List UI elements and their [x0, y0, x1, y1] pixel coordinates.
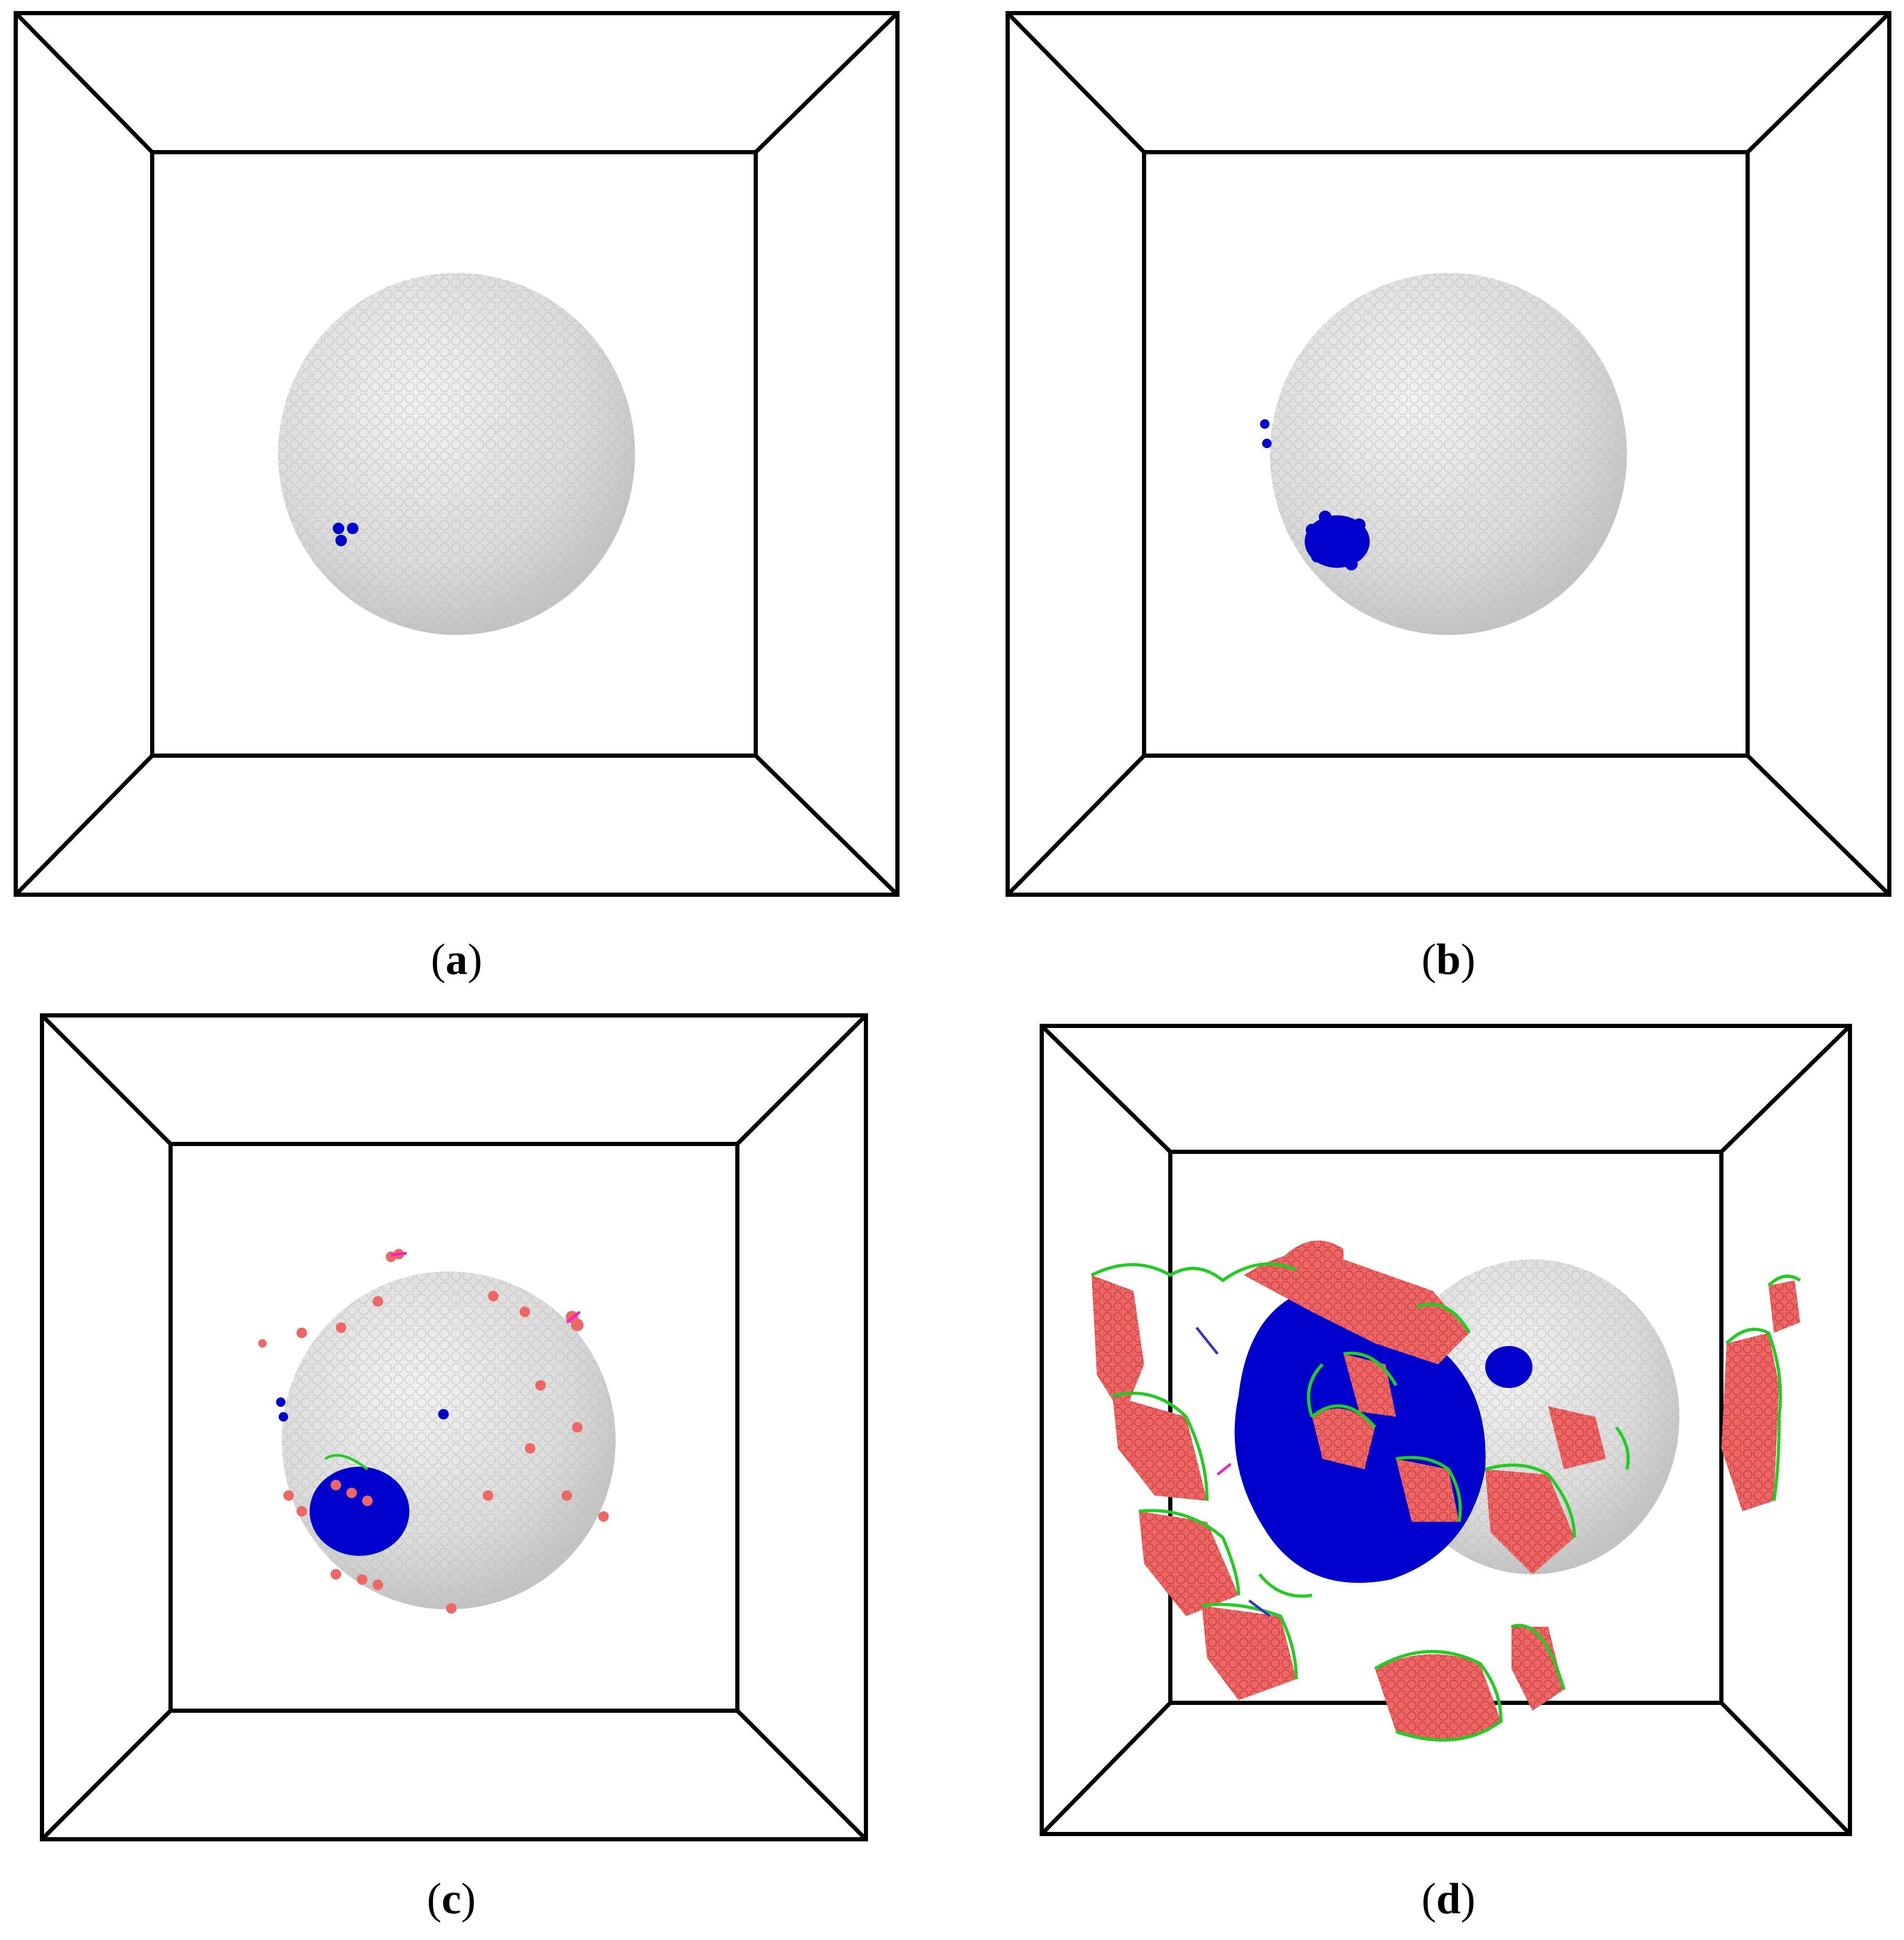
- cluster-atoms-a: [333, 523, 358, 546]
- dislocation-lines-c: [324, 1252, 581, 1470]
- caption-a: (a): [431, 935, 482, 984]
- other-dislocation-lines-d: [1196, 1327, 1271, 1617]
- cluster-atoms-b: [1260, 419, 1370, 570]
- stacking-fault-atoms-d: [1092, 1241, 1800, 1740]
- caption-b: (b): [1421, 935, 1476, 984]
- nanoparticle-c: [282, 1271, 616, 1609]
- nanoparticle-a: [278, 273, 635, 635]
- nanoparticle-b: [1270, 273, 1627, 635]
- simulation-box-b: [1006, 11, 1891, 897]
- panel-c: [40, 1013, 868, 1841]
- stacking-fault-atoms-c: [258, 1249, 609, 1614]
- panel-d: [1040, 1024, 1852, 1836]
- dislocation-lines-d: [1091, 1262, 1801, 1742]
- panel-a: [14, 11, 900, 897]
- caption-c: (c): [427, 1874, 476, 1923]
- caption-d: (d): [1421, 1874, 1476, 1923]
- simulation-box-c: [40, 1013, 868, 1841]
- simulation-box-a: [14, 11, 900, 897]
- panel-b: [1006, 11, 1891, 897]
